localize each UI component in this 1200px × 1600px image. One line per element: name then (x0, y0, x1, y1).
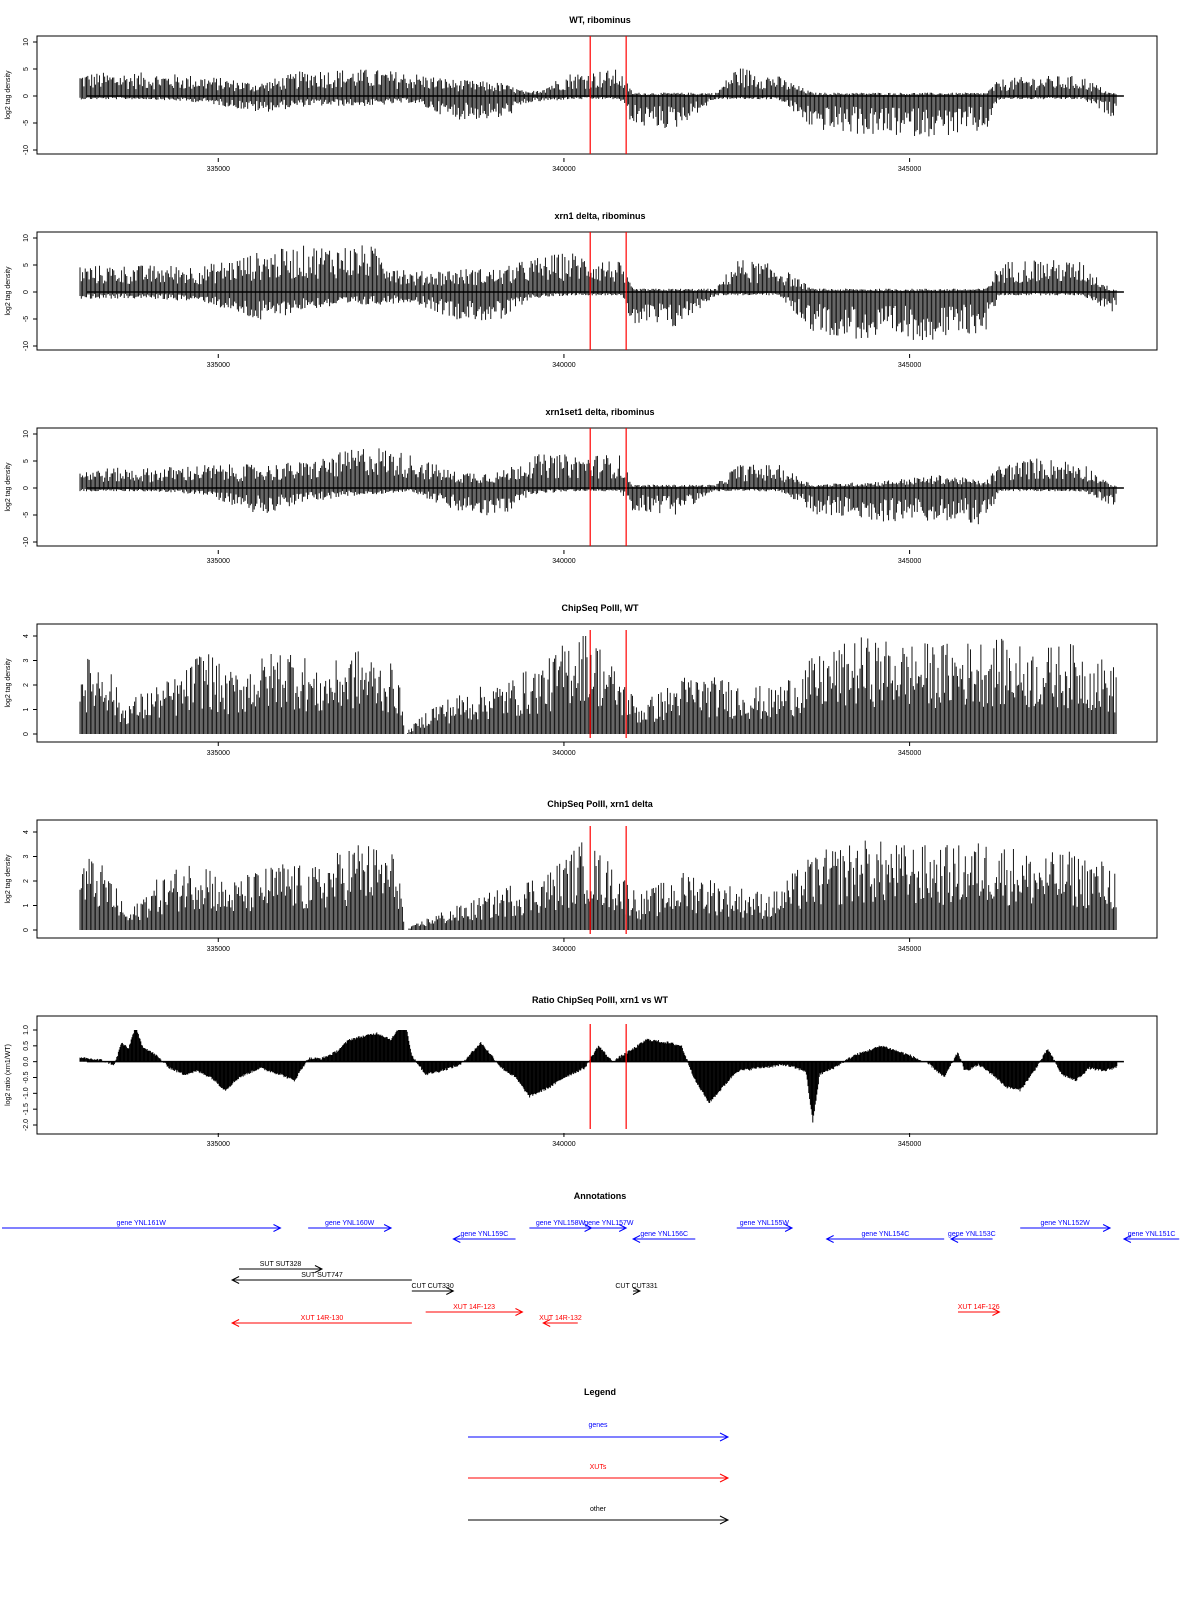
y-axis: -10 -5 0 5 10 (23, 38, 37, 155)
plot-frame (36, 231, 1158, 351)
x-tick-label: 345000 (898, 362, 921, 369)
panel-chipseq-wt: ChipSeq PolII, WT log2 tag density 01234… (5, 603, 1158, 757)
y-tick-label: 0 (23, 486, 30, 490)
plot-frame (36, 623, 1158, 743)
y-axis: -10 -5 0 5 10 (23, 234, 37, 351)
y-axis-label: log2 tag density (5, 266, 12, 316)
x-tick-label: 340000 (552, 750, 575, 757)
x-tick-label: 345000 (898, 166, 921, 173)
data-bars (79, 245, 1124, 340)
y-tick-label: 0 (23, 94, 30, 98)
y-axis-label: log2 tag density (5, 462, 12, 512)
y-tick-label: 10 (23, 234, 30, 242)
x-tick-label: 335000 (207, 558, 230, 565)
x-tick-label: 340000 (552, 166, 575, 173)
y-axis: -10 -5 0 5 10 (23, 430, 37, 547)
x-tick-label: 340000 (552, 558, 575, 565)
y-tick-label: 5 (23, 67, 30, 71)
plot-area: -10 -5 0 5 10 335000 340000 345000 (23, 232, 1124, 369)
plot-frame (36, 35, 1158, 155)
plot-area: -10 -5 0 5 10 335000 340000 345000 (23, 428, 1124, 565)
x-axis: 335000 340000 345000 (207, 742, 921, 757)
y-axis-label: log2 tag density (5, 658, 12, 708)
y-tick-label: -5 (23, 316, 30, 322)
x-axis: 335000 340000 345000 (207, 158, 921, 173)
x-tick-label: 335000 (207, 750, 230, 757)
y-tick-label: 10 (23, 430, 30, 438)
data-bars (79, 448, 1124, 525)
y-tick-label: -5 (23, 512, 30, 518)
y-axis: 0 1 2 3 4 (23, 634, 37, 736)
plot-area: -10 -5 0 5 10 335000 340000 345000 (23, 36, 1124, 173)
x-axis: 335000 340000 345000 (207, 354, 921, 369)
plot-frame (36, 427, 1158, 547)
y-tick-label: 0 (23, 732, 30, 736)
y-tick-label: 4 (23, 634, 30, 638)
panel-xrn1-ribominus: xrn1 delta, ribominus log2 tag density -… (5, 211, 1158, 369)
y-tick-label: 5 (23, 459, 30, 463)
x-tick-label: 340000 (552, 362, 575, 369)
data-bars (79, 68, 1124, 137)
x-tick-label: 345000 (898, 750, 921, 757)
y-tick-label: 0 (23, 290, 30, 294)
panel-title: ChipSeq PolII, WT (562, 603, 639, 613)
y-tick-label: -10 (23, 145, 30, 155)
panel-title: xrn1set1 delta, ribominus (545, 407, 654, 417)
panel-title: WT, ribominus (569, 15, 631, 25)
plot-area: 0 1 2 3 4 335000 340000 345000 (23, 630, 1117, 757)
x-axis: 335000 340000 345000 (207, 550, 921, 565)
y-tick-label: -5 (23, 120, 30, 126)
data-bars (79, 636, 1117, 734)
y-tick-label: 5 (23, 263, 30, 267)
y-tick-label: -10 (23, 537, 30, 547)
panel-title: xrn1 delta, ribominus (554, 211, 645, 221)
y-tick-label: 2 (23, 683, 30, 687)
panel-xrn1set1-ribominus: xrn1set1 delta, ribominus log2 tag densi… (5, 407, 1158, 565)
y-tick-label: 10 (23, 38, 30, 46)
x-tick-label: 335000 (207, 362, 230, 369)
y-tick-label: 3 (23, 658, 30, 662)
x-tick-label: 335000 (207, 166, 230, 173)
x-tick-label: 345000 (898, 558, 921, 565)
y-tick-label: 1 (23, 707, 30, 711)
y-axis-label: log2 tag density (5, 70, 12, 120)
y-tick-label: -10 (23, 341, 30, 351)
panel-wt-ribominus: WT, ribominus log2 tag density -10 -5 0 5 10… (5, 15, 1158, 173)
